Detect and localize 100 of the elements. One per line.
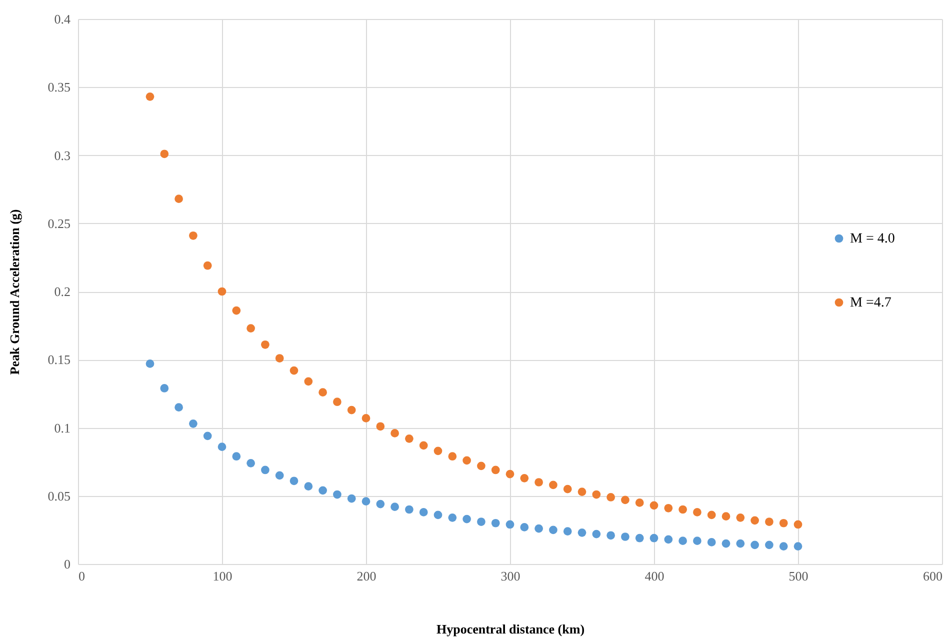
point [707,510,716,520]
point [506,470,514,478]
point [606,493,615,502]
point [750,516,759,525]
y-tick-label: 0.15 [48,352,70,368]
point [261,466,270,474]
point [347,494,356,503]
point [405,505,414,514]
x-tick-label: 500 [788,568,808,584]
point [434,510,442,520]
point [664,504,673,512]
point [736,539,745,548]
point [318,388,327,396]
point [765,540,774,550]
point [549,480,558,490]
point [534,524,543,533]
point [434,446,442,456]
x-axis-title: Hypocentral distance (km) [436,622,585,636]
y-tick-label: 0 [64,556,70,572]
point [491,466,500,474]
point [246,459,255,468]
point [491,518,500,528]
point [232,306,241,315]
point [160,384,169,392]
y-tick-label: 0.1 [54,420,70,436]
point [621,532,630,541]
point [275,354,284,362]
point [189,231,198,240]
point [448,514,457,522]
point [650,501,658,510]
point [333,490,342,499]
y-tick-label: 0.3 [54,148,70,163]
point [290,476,298,486]
point [779,518,788,528]
x-tick-label: 600 [923,568,942,584]
x-tick-label: 0 [78,568,85,584]
point [549,526,558,534]
point [578,488,586,496]
point [362,414,370,422]
point [650,534,658,542]
y-tick-label: 0.25 [48,216,70,231]
point [765,518,774,526]
point [707,538,716,546]
point [347,406,356,414]
y-axis-title: Peak Ground Acceleration (g) [6,209,22,375]
point [678,536,687,546]
y-tick-label: 0.2 [54,284,70,299]
point [506,520,514,529]
point [174,194,183,204]
point [304,377,313,386]
point [462,514,471,524]
point [606,531,615,540]
point [563,484,572,494]
point [635,534,644,542]
point [621,496,630,504]
point [578,528,586,537]
point [520,474,529,482]
legend-label: M = 4.0 [850,232,895,246]
point [203,432,212,440]
y-tick-label: 0.4 [54,12,71,26]
point [419,508,428,516]
point [232,452,241,461]
point [693,508,702,516]
point [520,523,529,532]
point [722,539,730,548]
point [678,505,687,514]
point [218,442,226,451]
point [304,482,313,491]
point [477,462,486,470]
point [693,536,702,546]
point [736,514,745,522]
point [664,535,673,544]
point [779,542,788,550]
point [290,366,298,375]
point [592,530,601,538]
point [390,502,399,511]
point [794,542,802,550]
point [189,419,198,428]
point [146,360,154,368]
point [635,498,644,507]
point [534,478,543,486]
point [477,518,486,526]
point [563,527,572,536]
point [160,150,169,158]
x-tick-label: 200 [356,568,376,584]
x-tick-label: 300 [500,568,520,584]
point [462,456,471,465]
point [203,261,212,270]
point [419,441,428,450]
x-tick-label: 400 [644,568,664,584]
point [750,540,759,550]
point [405,434,414,443]
point [376,500,385,508]
legend-label: M =4.7 [850,296,892,310]
point [376,422,385,431]
x-tick-label: 100 [212,568,232,584]
point [146,92,154,101]
point [362,497,370,506]
point [333,398,342,406]
point [174,403,183,412]
